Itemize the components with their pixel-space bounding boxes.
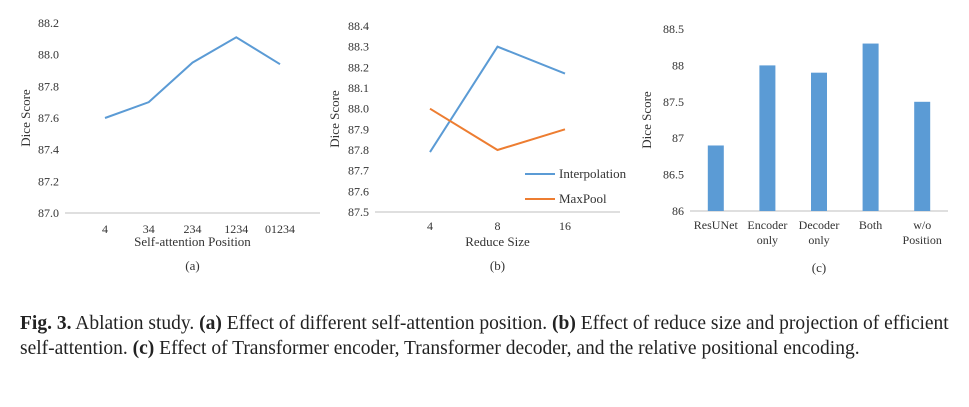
y-tick-label: 87.5 (663, 95, 684, 109)
x-tick-label: 16 (559, 219, 571, 233)
legend-label-interpolation: Interpolation (559, 166, 627, 181)
y-tick-label: 87.8 (348, 143, 369, 157)
y-tick-label: 87.4 (38, 143, 59, 157)
y-tick-label: 88.2 (38, 16, 59, 30)
figure-charts: 87.0 87.2 87.4 87.6 87.8 88.0 88.2 Dice Score 4 3… (18, 16, 948, 275)
subfigure-label: (c) (812, 260, 826, 275)
y-tick-label: 88.2 (348, 60, 369, 74)
y-tick-label: 87.9 (348, 122, 369, 136)
x-tick-label: Encoder (747, 218, 787, 232)
caption-part-b-label: (b) (552, 313, 576, 334)
x-tick-label: Position (903, 233, 942, 247)
bar (759, 65, 776, 212)
y-tick-label: 88.5 (663, 22, 684, 36)
series-line-interpolation (429, 45, 566, 153)
x-tick-label: 8 (495, 219, 501, 233)
x-tick-label: 01234 (265, 222, 295, 236)
y-tick-label: 87.7 (348, 164, 369, 178)
y-tick-label: 87.0 (38, 206, 59, 220)
subfigure-label: (a) (185, 258, 199, 273)
x-tick-label: 234 (184, 222, 202, 236)
caption-part-b-text: Effect of reduce size and projection of … (20, 313, 949, 359)
caption-title: Ablation study. (75, 313, 195, 334)
y-tick-label: 88.1 (348, 81, 369, 95)
y-axis-label: Dice Score (639, 91, 654, 149)
bar (862, 43, 879, 212)
x-tick-label: Both (859, 218, 882, 232)
y-axis-label: Dice Score (18, 89, 33, 147)
caption-part-a-label: (a) (199, 313, 222, 334)
x-tick-label: w/o (913, 218, 931, 232)
x-tick-label: only (808, 233, 829, 247)
y-tick-label: 86 (672, 204, 684, 218)
legend-label-maxpool: MaxPool (559, 191, 607, 206)
x-tick-label: 34 (143, 222, 155, 236)
y-tick-label: 87.8 (38, 79, 59, 93)
caption-fig-label: Fig. 3. (20, 313, 72, 334)
x-tick-label: ResUNet (694, 218, 739, 232)
y-tick-label: 88.3 (348, 40, 369, 54)
x-tick-label: only (757, 233, 778, 247)
y-tick-label: 88.4 (348, 19, 369, 33)
bar (914, 101, 931, 211)
x-tick-label: Decoder (799, 218, 840, 232)
bar (707, 145, 724, 211)
y-tick-label: 88 (672, 58, 684, 72)
y-tick-label: 87 (672, 131, 684, 145)
series-line-maxpool (429, 107, 566, 152)
x-tick-label: 4 (427, 219, 433, 233)
y-tick-label: 87.6 (38, 111, 59, 125)
chart-c-component-ablation: 86 86.5 87 87.5 88 88.5 Dice Score ResUNet Encod… (639, 22, 948, 275)
y-tick-label: 86.5 (663, 168, 684, 182)
caption-part-a-text: Effect of different self-attention posit… (226, 313, 548, 334)
y-axis-label: Dice Score (327, 90, 342, 148)
x-axis-label: Reduce Size (465, 234, 530, 249)
chart-b-reduce-size: 87.5 87.6 87.7 87.8 87.9 88.0 88.1 88.2 88.3 88.4… (327, 19, 627, 273)
y-tick-label: 87.2 (38, 174, 59, 188)
caption-part-c-text: Effect of Transformer encoder, Transform… (159, 338, 860, 359)
y-tick-label: 88.0 (348, 102, 369, 116)
x-axis-label: Self-attention Position (134, 234, 251, 249)
bar (811, 72, 827, 212)
series-line-main (104, 36, 281, 119)
subfigure-label: (b) (490, 258, 505, 273)
x-tick-label: 4 (102, 222, 108, 236)
y-tick-label: 87.5 (348, 205, 369, 219)
figure-caption: Fig. 3. Ablation study. (a) Effect of di… (20, 311, 950, 361)
caption-part-c-label: (c) (132, 338, 155, 359)
y-tick-label: 87.6 (348, 184, 369, 198)
y-tick-label: 88.0 (38, 48, 59, 62)
chart-a-self-attention-position: 87.0 87.2 87.4 87.6 87.8 88.0 88.2 Dice Score 4 3… (18, 16, 320, 273)
x-tick-label: 1234 (224, 222, 248, 236)
